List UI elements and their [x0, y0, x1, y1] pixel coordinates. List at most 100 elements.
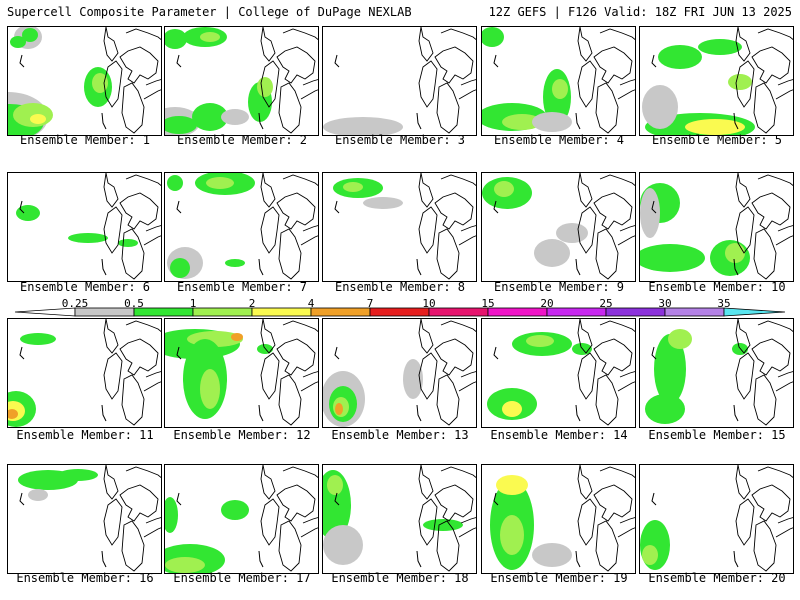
parameter-contour-fill	[482, 27, 504, 47]
great-lakes-coastline	[735, 27, 793, 134]
parameter-contour-fill	[335, 403, 343, 415]
color-scale-tick-label: 30	[658, 297, 672, 310]
ensemble-member-label: Ensemble Member: 13	[331, 428, 469, 442]
ensemble-member-map	[322, 26, 477, 136]
parameter-contour-fill	[645, 394, 685, 424]
parameter-contour-fill	[257, 344, 273, 354]
parameter-contour-fill	[725, 243, 745, 263]
parameter-contour-fill	[423, 519, 463, 531]
parameter-contour-fill	[10, 36, 26, 48]
lake-outline-south	[416, 550, 422, 568]
color-scale-segment	[723, 307, 786, 317]
parameter-contour-fill	[28, 489, 48, 501]
color-scale-tick-label: 35	[717, 297, 731, 310]
parameter-contour-fill	[496, 475, 528, 495]
lake-outline-west	[493, 54, 499, 68]
color-scale-segment	[192, 307, 253, 317]
parameter-contour-fill	[642, 545, 658, 565]
parameter-contour-fill	[728, 74, 752, 90]
lake-outline-south	[258, 112, 264, 130]
lake-outline-west	[19, 492, 25, 506]
ensemble-member-label: Ensemble Member: 18	[331, 571, 469, 585]
parameter-contour-fill	[192, 103, 228, 131]
parameter-contour-fill	[642, 85, 678, 129]
parameter-contour-fill	[532, 543, 572, 567]
lake-outline-south	[575, 258, 581, 276]
ensemble-member-map	[164, 464, 319, 574]
ensemble-member-label: Ensemble Member: 6	[19, 280, 151, 294]
lake-outline-west	[493, 346, 499, 360]
parameter-contour-fill	[167, 175, 183, 191]
ensemble-member-label: Ensemble Member: 4	[493, 133, 625, 147]
parameter-contour-fill	[327, 475, 343, 495]
member-field-plot	[18, 465, 161, 572]
ensemble-member-label: Ensemble Member: 15	[648, 428, 786, 442]
parameter-contour-fill	[118, 239, 138, 247]
lake-outline-south	[733, 258, 739, 276]
color-scale-tick-label: 1	[189, 297, 197, 310]
member-field-plot	[323, 27, 476, 135]
parameter-contour-fill	[698, 39, 742, 55]
ensemble-member-map	[164, 318, 319, 428]
ensemble-member-map	[7, 464, 162, 574]
parameter-contour-fill	[165, 497, 178, 533]
color-scale-tick-label: 10	[422, 297, 436, 310]
color-scale-segment	[369, 307, 430, 317]
color-scale-segment	[664, 307, 725, 317]
color-scale-segment	[251, 307, 312, 317]
parameter-contour-fill	[500, 515, 524, 555]
ensemble-member-label: Ensemble Member: 3	[334, 133, 466, 147]
color-scale-segment	[546, 307, 607, 317]
lake-outline-south	[258, 550, 264, 568]
ensemble-member-map	[7, 318, 162, 428]
great-lakes-coastline	[735, 319, 793, 426]
ensemble-member-map	[481, 318, 636, 428]
ensemble-member-map	[639, 172, 794, 282]
parameter-contour-fill	[30, 114, 46, 124]
lake-outline-west	[334, 346, 340, 360]
color-scale-tick-label: 2	[248, 297, 256, 310]
ensemble-member-map	[639, 318, 794, 428]
ensemble-member-label: Ensemble Member: 16	[16, 571, 154, 585]
lake-outline-west	[651, 200, 657, 214]
ensemble-member-map	[7, 172, 162, 282]
parameter-contour-fill	[200, 369, 220, 409]
parameter-contour-fill	[532, 112, 572, 132]
lake-outline-west	[651, 54, 657, 68]
color-scale-segment	[487, 307, 548, 317]
color-scale-tick-label: 0.5	[124, 297, 144, 310]
ensemble-member-label: Ensemble Member: 7	[176, 280, 308, 294]
great-lakes-coastline	[577, 319, 635, 426]
lake-outline-south	[575, 550, 581, 568]
great-lakes-coastline	[418, 173, 476, 280]
parameter-contour-fill	[68, 233, 108, 243]
ensemble-member-label: Ensemble Member: 19	[490, 571, 628, 585]
parameter-contour-fill	[221, 109, 249, 125]
parameter-contour-fill	[16, 205, 40, 221]
lake-outline-west	[176, 346, 182, 360]
lake-outline-west	[493, 200, 499, 214]
parameter-contour-fill	[343, 182, 363, 192]
parameter-contour-fill	[231, 333, 243, 341]
member-field-plot	[640, 465, 793, 572]
member-field-plot	[8, 27, 161, 135]
parameter-contour-fill	[685, 119, 745, 135]
ensemble-member-map	[639, 26, 794, 136]
lake-outline-south	[575, 112, 581, 130]
lake-outline-south	[101, 550, 107, 568]
ensemble-member-map	[639, 464, 794, 574]
great-lakes-coastline	[260, 27, 318, 134]
map-title: Supercell Composite Parameter | College …	[7, 5, 412, 19]
great-lakes-coastline	[418, 465, 476, 572]
ensemble-member-label: Ensemble Member: 9	[493, 280, 625, 294]
member-field-plot	[490, 465, 635, 572]
great-lakes-coastline	[260, 173, 318, 280]
lake-outline-west	[19, 346, 25, 360]
parameter-contour-fill	[165, 557, 205, 573]
member-field-plot	[487, 319, 635, 426]
lake-outline-west	[19, 54, 25, 68]
lake-outline-south	[101, 404, 107, 422]
color-scale-segment	[605, 307, 666, 317]
member-field-plot	[642, 27, 793, 135]
ensemble-member-label: Ensemble Member: 17	[173, 571, 311, 585]
